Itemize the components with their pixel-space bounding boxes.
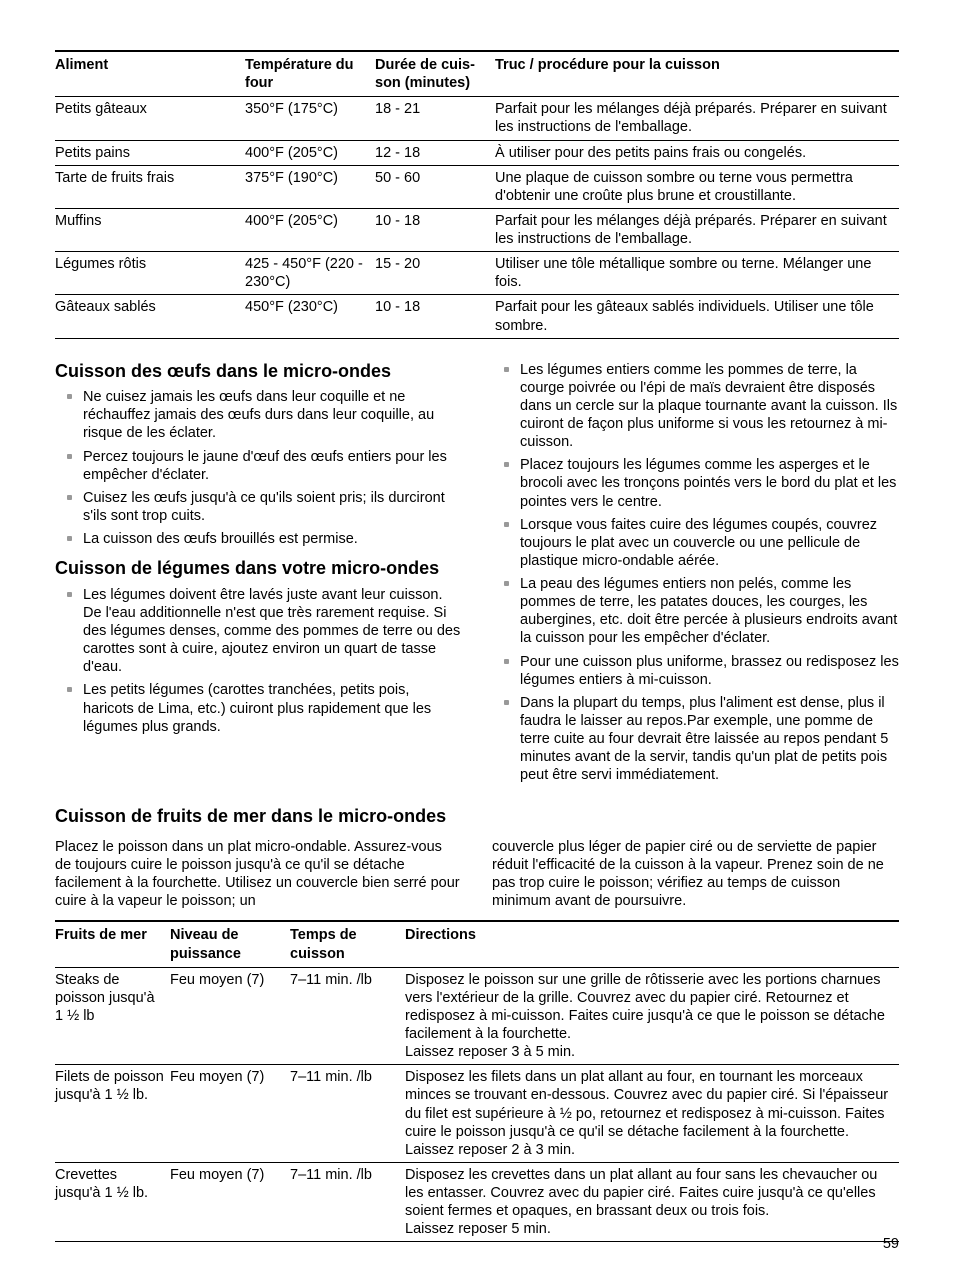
list-item: Les légumes entiers comme les pommes de … (520, 361, 899, 452)
table-row: Petits pains400°F (205°C)12 - 18À utilis… (55, 140, 899, 165)
t1-h1: Température du four (245, 51, 375, 97)
table-cell: 350°F (175°C) (245, 97, 375, 140)
table-cell: Parfait pour les gâteaux sablés individu… (495, 295, 899, 338)
table-cell: Petits gâteaux (55, 97, 245, 140)
list-item: Cuisez les œufs jusqu'à ce qu'ils soient… (83, 489, 462, 525)
table-cell: Crevettes jusqu'à 1 ½ lb. (55, 1162, 170, 1242)
table-cell: Disposez les crevettes dans un plat alla… (405, 1162, 899, 1242)
table-cell: 50 - 60 (375, 165, 495, 208)
veg-list-left: Les légumes doivent être lavés juste ava… (55, 586, 462, 736)
heading-eggs: Cuisson des œufs dans le micro-ondes (55, 361, 462, 383)
table-cell: 450°F (230°C) (245, 295, 375, 338)
t2-h0: Fruits de mer (55, 921, 170, 967)
table-cell: Une plaque de cuisson sombre ou terne vo… (495, 165, 899, 208)
list-item: Les légumes doivent être lavés juste ava… (83, 586, 462, 677)
table-cell: 7–11 min. /lb (290, 967, 405, 1065)
list-item: Percez toujours le jaune d'œuf des œufs … (83, 448, 462, 484)
list-item: Dans la plupart du temps, plus l'aliment… (520, 694, 899, 785)
table-cell: 15 - 20 (375, 252, 495, 295)
list-item: Lorsque vous faites cuire des légumes co… (520, 516, 899, 570)
table-cell: 425 - 450°F (220 - 230°C) (245, 252, 375, 295)
table-cell: Filets de pois­son jusqu'à 1 ½ lb. (55, 1065, 170, 1163)
table-cell: Parfait pour les mélanges déjà préparés.… (495, 97, 899, 140)
list-item: Ne cuisez jamais les œufs dans leur coqu… (83, 388, 462, 442)
table-cell: Utiliser une tôle métallique sombre ou t… (495, 252, 899, 295)
veg-list-right: Les légumes entiers comme les pommes de … (492, 361, 899, 785)
heading-vegetables: Cuisson de légumes dans votre micro-onde… (55, 558, 462, 580)
seafood-intro-left: Placez le poisson dans un plat micro-ond… (55, 838, 462, 911)
table-cell: Gâteaux sablés (55, 295, 245, 338)
heading-seafood: Cuisson de fruits de mer dans le micro-o… (55, 806, 899, 828)
table-row: Gâteaux sablés450°F (230°C)10 - 18Parfai… (55, 295, 899, 338)
list-item: La cuisson des œufs brouillés est permis… (83, 530, 462, 548)
table-cell: Feu moyen (7) (170, 1162, 290, 1242)
list-item: Pour une cuisson plus uniforme, brassez … (520, 653, 899, 689)
t1-h2: Durée de cuis­son (minutes) (375, 51, 495, 97)
list-item: La peau des légumes entiers non pelés, c… (520, 575, 899, 648)
table-cell: 18 - 21 (375, 97, 495, 140)
table-cell: Feu moyen (7) (170, 1065, 290, 1163)
table-cell: Parfait pour les mélanges déjà préparés.… (495, 208, 899, 251)
t1-h0: Aliment (55, 51, 245, 97)
table-cell: Tarte de fruits frais (55, 165, 245, 208)
table-cell: Steaks de poisson jusqu'à 1 ½ lb (55, 967, 170, 1065)
table-cell: À utiliser pour des petits pains frais o… (495, 140, 899, 165)
t1-h3: Truc / procédure pour la cuisson (495, 51, 899, 97)
t2-h3: Directions (405, 921, 899, 967)
table-cell: 12 - 18 (375, 140, 495, 165)
table-cell: 10 - 18 (375, 208, 495, 251)
t2-h1: Niveau de puissance (170, 921, 290, 967)
table-cell: Légumes rôtis (55, 252, 245, 295)
table-cell: Muffins (55, 208, 245, 251)
page-number: 59 (883, 1236, 899, 1252)
table-row: Steaks de poisson jusqu'à 1 ½ lbFeu moye… (55, 967, 899, 1065)
table-cell: 400°F (205°C) (245, 140, 375, 165)
table-cell: 10 - 18 (375, 295, 495, 338)
table-cell: 375°F (190°C) (245, 165, 375, 208)
table-cell: Disposez le poisson sur une grille de rô… (405, 967, 899, 1065)
table-row: Muffins400°F (205°C)10 - 18Parfait pour … (55, 208, 899, 251)
table-cell: 7–11 min. /lb (290, 1065, 405, 1163)
table-cell: 400°F (205°C) (245, 208, 375, 251)
table-row: Crevettes jusqu'à 1 ½ lb.Feu moyen (7)7–… (55, 1162, 899, 1242)
table-cell: 7–11 min. /lb (290, 1162, 405, 1242)
cooking-table-1: Aliment Température du four Durée de cui… (55, 50, 899, 339)
seafood-intro-right: couvercle plus léger de papier ciré ou d… (492, 838, 899, 911)
table-row: Tarte de fruits frais375°F (190°C)50 - 6… (55, 165, 899, 208)
table-cell: Disposez les filets dans un plat allant … (405, 1065, 899, 1163)
t2-h2: Temps de cuisson (290, 921, 405, 967)
table-row: Légumes rôtis425 - 450°F (220 - 230°C)15… (55, 252, 899, 295)
table-row: Petits gâteaux350°F (175°C)18 - 21Parfai… (55, 97, 899, 140)
seafood-table: Fruits de mer Niveau de puissance Temps … (55, 920, 899, 1242)
table-cell: Petits pains (55, 140, 245, 165)
list-item: Les petits légumes (carottes tranchées, … (83, 681, 462, 735)
table-row: Filets de pois­son jusqu'à 1 ½ lb.Feu mo… (55, 1065, 899, 1163)
table-cell: Feu moyen (7) (170, 967, 290, 1065)
list-item: Placez toujours les légumes comme les as… (520, 456, 899, 510)
eggs-list: Ne cuisez jamais les œufs dans leur coqu… (55, 388, 462, 548)
